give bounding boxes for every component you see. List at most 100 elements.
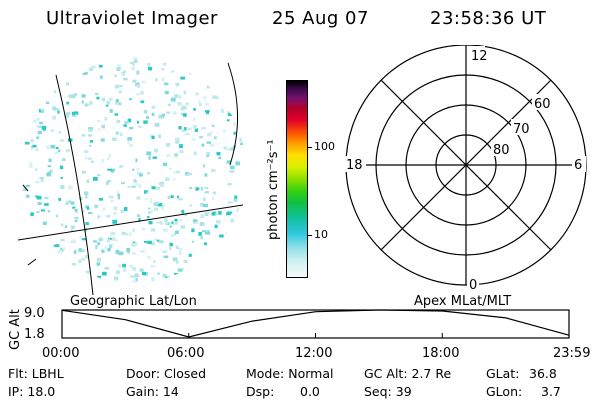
emission-pixel [25,184,30,188]
emission-pixel [78,248,82,253]
emission-pixel [79,236,83,239]
emission-pixel [174,94,179,99]
emission-pixel [152,156,158,159]
emission-pixel [178,268,183,272]
emission-pixel [111,199,114,203]
emission-pixel [84,156,87,160]
emission-pixel [188,72,192,75]
emission-pixel [216,96,220,99]
emission-pixel [175,82,180,87]
emission-pixel [132,62,135,67]
lat-label-60: 60 [534,97,551,112]
emission-pixel [179,95,182,99]
emission-pixel [136,171,141,175]
timeline-xtick-label: 00:00 [42,346,80,361]
emission-pixel [171,221,174,225]
emission-pixel [75,209,78,213]
emission-pixel [191,138,196,141]
emission-pixel [205,232,210,235]
altitude-timeline [61,309,570,339]
emission-pixel [176,170,180,174]
emission-pixel [179,150,184,153]
colorbar-tick [307,147,312,148]
emission-pixel [174,272,179,276]
emission-pixel [74,220,78,223]
emission-pixel [98,197,103,201]
emission-pixel [44,203,49,206]
emission-pixel [88,128,94,132]
emission-pixel [235,161,240,166]
emission-pixel [47,165,52,168]
emission-pixel [73,208,76,211]
emission-pixel [161,205,164,210]
emission-pixel [156,221,161,224]
emission-pixel [141,80,146,84]
emission-pixel [162,273,167,278]
emission-pixel [181,209,185,214]
emission-pixel [106,103,109,107]
emission-pixel [163,255,169,258]
emission-pixel [81,257,86,261]
emission-pixel [117,190,119,194]
emission-pixel [162,204,166,207]
emission-pixel [24,142,30,145]
polar-plot: 12 18 6 0 60 70 80 [344,45,587,293]
emission-pixel [84,191,89,196]
emission-pixel [127,185,131,189]
emission-pixel [207,132,212,137]
emission-pixel [218,156,222,160]
emission-pixel [211,212,216,216]
altitude-line [61,309,570,338]
emission-pixel [175,137,180,141]
emission-pixel [226,160,232,164]
emission-pixel [104,117,108,121]
emission-pixel [131,66,135,71]
emission-pixel [40,178,44,183]
emission-pixel [177,195,180,199]
emission-pixel [151,135,155,139]
emission-pixel [140,91,144,95]
emission-pixel [97,174,101,177]
emission-pixel [93,240,97,243]
emission-pixel [172,257,178,262]
emission-pixel [151,105,156,109]
emission-pixel [89,144,92,147]
emission-pixel [115,100,119,105]
emission-pixel [115,270,120,274]
emission-pixel [164,82,169,86]
emission-pixel [66,82,69,86]
emission-pixel [115,131,120,135]
emission-pixel [133,178,136,183]
emission-pixel [91,160,94,164]
emission-pixel [160,221,163,225]
lat-label-80: 80 [493,143,510,158]
grid-fragment [27,258,37,266]
emission-pixel [91,65,96,69]
emission-pixel [115,250,120,254]
emission-pixel [110,96,113,100]
emission-pixel [165,276,171,280]
emission-pixel [162,228,168,233]
emission-pixel [131,242,136,247]
emission-pixel [129,143,134,147]
emission-pixel [245,161,246,165]
emission-pixel [50,129,54,132]
emission-pixel [30,139,34,143]
emission-pixel [169,225,172,228]
emission-pixel [66,112,71,115]
emission-pixel [193,124,197,127]
emission-pixel [151,112,155,116]
emission-pixel [96,96,100,100]
geographic-panel-label: Geographic Lat/Lon [70,294,197,309]
emission-pixel [127,137,133,141]
ip-status: IP: 18.0 [8,384,56,399]
latitude-line [18,204,244,241]
emission-pixel [136,84,141,88]
emission-pixel [149,200,152,204]
emission-pixel [138,217,141,222]
emission-pixel [183,90,186,95]
emission-pixel [67,185,73,190]
timeline-xtick-label: 18:00 [422,346,460,361]
emission-pixel [113,127,116,130]
emission-pixel [138,125,142,128]
